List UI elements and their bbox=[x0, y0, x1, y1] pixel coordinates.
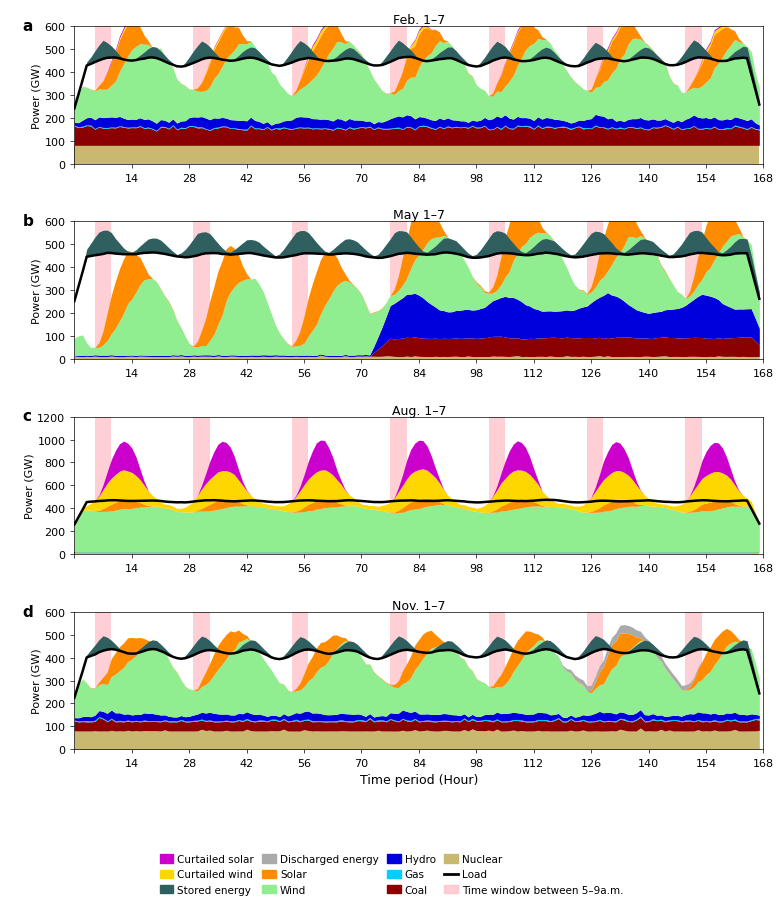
Bar bbox=[685, 417, 702, 554]
Bar bbox=[685, 222, 702, 359]
Bar bbox=[489, 27, 505, 164]
Bar bbox=[95, 222, 111, 359]
Bar bbox=[685, 612, 702, 749]
Bar bbox=[193, 27, 210, 164]
Title: May 1–7: May 1–7 bbox=[393, 209, 445, 222]
Bar bbox=[193, 612, 210, 749]
Y-axis label: Power (GW): Power (GW) bbox=[24, 453, 34, 518]
Bar bbox=[587, 417, 604, 554]
Y-axis label: Power (GW): Power (GW) bbox=[31, 648, 41, 713]
Bar bbox=[587, 222, 604, 359]
Legend: Curtailed solar, Curtailed wind, Stored energy, Discharged energy, Solar, Wind, : Curtailed solar, Curtailed wind, Stored … bbox=[157, 852, 626, 898]
Text: d: d bbox=[23, 604, 34, 619]
Bar bbox=[390, 612, 406, 749]
Bar bbox=[95, 27, 111, 164]
Bar bbox=[390, 222, 406, 359]
Title: Nov. 1–7: Nov. 1–7 bbox=[392, 600, 446, 612]
Text: c: c bbox=[23, 409, 31, 424]
Text: a: a bbox=[23, 19, 33, 33]
Title: Aug. 1–7: Aug. 1–7 bbox=[392, 405, 446, 417]
Bar bbox=[292, 612, 309, 749]
Bar bbox=[685, 27, 702, 164]
Title: Feb. 1–7: Feb. 1–7 bbox=[393, 14, 445, 27]
Y-axis label: Power (GW): Power (GW) bbox=[31, 63, 41, 128]
Bar bbox=[587, 612, 604, 749]
Bar bbox=[489, 417, 505, 554]
Bar bbox=[489, 222, 505, 359]
Bar bbox=[292, 27, 309, 164]
Bar bbox=[292, 417, 309, 554]
Bar bbox=[95, 417, 111, 554]
Bar bbox=[390, 27, 406, 164]
Bar bbox=[193, 417, 210, 554]
Y-axis label: Power (GW): Power (GW) bbox=[31, 258, 41, 323]
Bar bbox=[489, 612, 505, 749]
Bar bbox=[292, 222, 309, 359]
Bar bbox=[390, 417, 406, 554]
Bar bbox=[587, 27, 604, 164]
X-axis label: Time period (Hour): Time period (Hour) bbox=[359, 773, 478, 786]
Bar bbox=[193, 222, 210, 359]
Bar bbox=[95, 612, 111, 749]
Text: b: b bbox=[23, 214, 34, 228]
